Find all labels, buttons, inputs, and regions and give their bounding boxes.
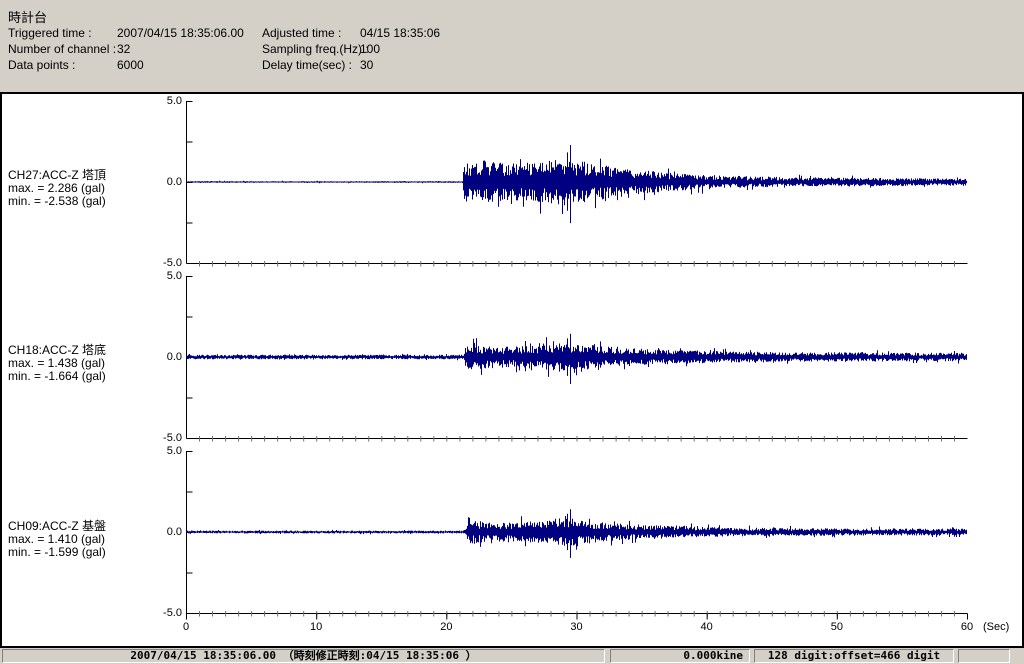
y-axis-label: 0.0 <box>166 351 182 363</box>
waveform-chart-ch18 <box>186 276 968 442</box>
y-axis-label: -5.0 <box>163 432 182 444</box>
data-points-label: Data points : <box>8 58 76 72</box>
y-axis-label: -5.0 <box>163 607 182 619</box>
channel-name: CH27:ACC-Z 塔頂 <box>8 168 107 182</box>
x-axis-tick-label: 30 <box>570 621 583 633</box>
number-of-channel-value: 32 <box>117 42 131 56</box>
channel-max: max. = 1.438 (gal) <box>8 356 106 370</box>
data-points-value: 6000 <box>117 58 144 72</box>
x-axis-minor-ticks <box>199 261 955 267</box>
channel-name: CH09:ACC-Z 基盤 <box>8 519 107 533</box>
status-timestamp: 2007/04/15 18:35:06.00 （時刻修正時刻:04/15 18:… <box>2 649 605 663</box>
triggered-time-label: Triggered time : <box>8 26 92 40</box>
waveform-chart-ch09 <box>186 451 968 620</box>
x-axis-tick-label: 0 <box>182 621 190 633</box>
channel-min: min. = -1.599 (gal) <box>8 545 106 559</box>
y-axis-label: 0.0 <box>166 176 182 188</box>
delay-time-value: 30 <box>360 58 374 72</box>
y-axis-label: 5.0 <box>166 270 182 282</box>
x-axis-unit-label: (Sec) <box>983 621 1010 633</box>
status-bar: 2007/04/15 18:35:06.00 （時刻修正時刻:04/15 18:… <box>0 648 1024 664</box>
y-axis-label: 5.0 <box>166 445 182 457</box>
waveform-trace-ch18 <box>186 333 967 384</box>
channel-max: max. = 2.286 (gal) <box>8 181 106 195</box>
channel-min: min. = -1.664 (gal) <box>8 369 106 383</box>
channel-min: min. = -2.538 (gal) <box>8 194 106 208</box>
x-axis-tick-label: 20 <box>440 621 453 633</box>
waveform-chart-ch27 <box>186 101 968 267</box>
x-axis-major-ticks <box>186 613 968 620</box>
info-header-panel: 時計台 Triggered time : 2007/04/15 18:35:06… <box>0 0 1024 92</box>
channel-label-ch09: CH09:ACC-Z 基盤 max. = 1.410 (gal) min. = … <box>8 520 184 559</box>
adjusted-time-value: 04/15 18:35:06 <box>360 26 441 40</box>
status-kine-value: 0.000kine <box>610 649 750 663</box>
y-axis-label: 0.0 <box>166 526 182 538</box>
x-axis-tick-label: 60 <box>960 621 974 633</box>
status-digit-offset: 128 digit:offset=466 digit <box>754 649 954 663</box>
waveform-trace-ch27 <box>186 145 967 224</box>
waveform-trace-ch09 <box>186 509 967 558</box>
channel-name: CH18:ACC-Z 塔底 <box>8 343 107 357</box>
channel-label-ch18: CH18:ACC-Z 塔底 max. = 1.438 (gal) min. = … <box>8 344 184 383</box>
status-empty-cell <box>958 649 1010 663</box>
x-axis-tick-label: 40 <box>700 621 713 633</box>
channel-label-ch27: CH27:ACC-Z 塔頂 max. = 2.286 (gal) min. = … <box>8 169 184 208</box>
window-title: 時計台 <box>8 10 48 25</box>
waveform-plot-area: CH27:ACC-Z 塔頂 max. = 2.286 (gal) min. = … <box>0 92 1024 648</box>
sampling-freq-value: 100 <box>360 42 381 56</box>
x-axis-tick-label: 10 <box>310 621 323 633</box>
channel-max: max. = 1.410 (gal) <box>8 532 106 546</box>
sampling-freq-label: Sampling freq.(Hz) : <box>262 42 369 56</box>
x-axis-minor-ticks <box>199 436 955 442</box>
y-axis-label: -5.0 <box>163 257 182 269</box>
number-of-channel-label: Number of channel : <box>8 42 117 56</box>
x-axis-tick-label: 50 <box>830 621 843 633</box>
delay-time-label: Delay time(sec) : <box>262 58 353 72</box>
adjusted-time-label: Adjusted time : <box>262 26 342 40</box>
triggered-time-value: 2007/04/15 18:35:06.00 <box>117 26 244 40</box>
y-axis-label: 5.0 <box>166 95 182 107</box>
